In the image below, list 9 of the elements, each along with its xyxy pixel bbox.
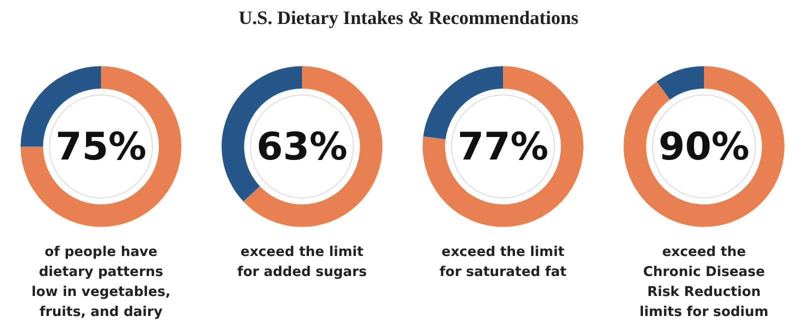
data-label: 75% [56,124,146,168]
text: U.S. Dietary Intakes & Recommendations [238,7,578,31]
data-label: 90% [658,124,750,168]
text: exceed the limit for added sugars [237,244,367,280]
text: exceed the Chronic Disease Risk Reduction limits for sodium [640,244,768,320]
data-label: 63% [256,124,348,168]
data-label: 77% [458,124,548,168]
text: exceed the limit for saturated fat [440,244,567,280]
text: of people have dietary patterns low in vegetables, fruits, and dairy [32,244,170,320]
